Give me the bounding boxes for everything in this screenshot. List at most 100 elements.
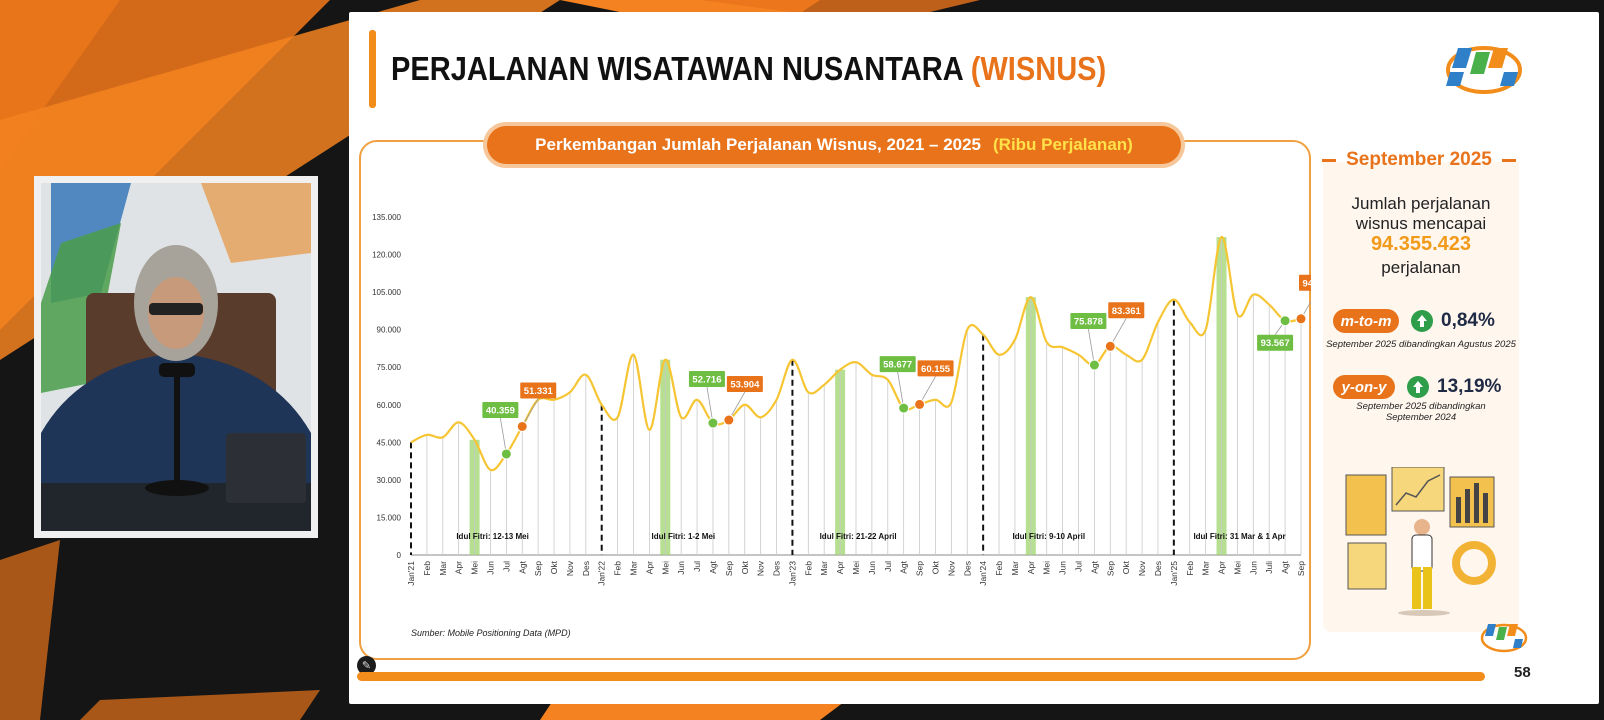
- line-chart: 0 15.000 30.000 45.000 60.000 75.000 90.000 105…: [372, 213, 1311, 638]
- y-tick-label: 135.000: [372, 213, 401, 222]
- x-tick-label: Agt: [899, 560, 909, 573]
- data-label-leader: [499, 417, 507, 455]
- panel-big-value: 94.355.423: [1370, 233, 1472, 255]
- x-tick-label: Mar: [819, 561, 829, 576]
- yoy-pill: y-on-y: [1333, 375, 1395, 399]
- data-label: 52.716: [692, 375, 721, 386]
- y-tick-label: 30.000: [377, 476, 402, 485]
- data-label-box: [879, 356, 916, 373]
- presenter-video-icon: [41, 183, 311, 531]
- x-tick-label: Nov: [1137, 560, 1147, 576]
- pen-edit-icon[interactable]: ✎: [357, 656, 376, 675]
- x-tick-label: Jan'22: [597, 561, 607, 586]
- x-tick-label: Jan'21: [406, 561, 416, 586]
- x-tick-label: Jan'25: [1169, 561, 1179, 586]
- y-tick-label: 0: [397, 551, 402, 560]
- x-tick-label: Feb: [1185, 561, 1195, 576]
- data-label-leader: [1087, 328, 1095, 366]
- x-tick-label: Mei: [1232, 561, 1242, 575]
- y-tick-label: 60.000: [377, 401, 402, 410]
- y-tick-label: 45.000: [377, 438, 402, 447]
- x-tick-label: Apr: [644, 561, 654, 574]
- data-label: 58.677: [883, 360, 912, 371]
- chart-source: Sumber: Mobile Positioning Data (MPD): [411, 628, 571, 638]
- y-tick-label: 105.000: [372, 288, 401, 297]
- slide-title-accent: (WISNUS): [970, 50, 1107, 87]
- x-tick-label: Agt: [1280, 560, 1290, 573]
- data-point-marker: [707, 417, 719, 429]
- bps-logo-small-icon: [1480, 623, 1528, 653]
- x-tick-label: Agt: [517, 560, 527, 573]
- x-tick-label: Feb: [422, 561, 432, 576]
- idul-fitri-annotation: Idul Fitri: 12-13 Mei: [456, 532, 528, 541]
- x-tick-label: Nov: [565, 560, 575, 576]
- x-tick-label: Mei: [470, 561, 480, 575]
- x-tick-label: Mar: [1201, 561, 1211, 576]
- x-tick-label: Jun: [485, 561, 495, 575]
- x-tick-label: Agt: [1089, 560, 1099, 573]
- x-tick-label: Sep: [1296, 561, 1306, 576]
- x-tick-label: Jun: [867, 561, 877, 575]
- data-label-box: [726, 376, 763, 393]
- x-tick-label: Mar: [1010, 561, 1020, 576]
- x-tick-label: Des: [1153, 561, 1163, 576]
- data-label: 53.904: [730, 380, 760, 391]
- data-label-leader: [706, 386, 714, 424]
- data-point-marker: [1279, 315, 1291, 327]
- x-tick-label: Jan'24: [978, 561, 988, 586]
- x-tick-label: Feb: [994, 561, 1004, 576]
- data-label-box: [1070, 313, 1107, 330]
- idul-fitri-annotation: Idul Fitri: 9-10 April: [1013, 532, 1086, 541]
- x-tick-label: Jun: [1058, 561, 1068, 575]
- panel-heading-text: September 2025: [1346, 149, 1492, 170]
- data-analyst-illustration-icon: [1345, 467, 1496, 616]
- x-tick-label: Okt: [740, 560, 750, 574]
- data-label: 75.878: [1074, 317, 1103, 328]
- arrow-up-circle-icon: [1407, 376, 1429, 398]
- x-tick-label: Des: [772, 561, 782, 576]
- data-label: 51.331: [524, 386, 554, 397]
- data-label: 60.155: [921, 364, 951, 375]
- x-tick-label: Apr: [835, 561, 845, 574]
- series-line: [410, 235, 1302, 472]
- x-tick-label: Jul: [883, 561, 893, 572]
- mtom-value: 0,84%: [1441, 310, 1495, 331]
- y-tick-label: 90.000: [377, 326, 402, 335]
- x-tick-label: Jan'23: [787, 561, 797, 586]
- x-tick-label: Feb: [803, 561, 813, 576]
- data-label: 94.355: [1302, 278, 1311, 289]
- yoy-value: 13,19%: [1437, 376, 1502, 397]
- x-tick-label: Apr: [1217, 561, 1227, 574]
- slide-title: PERJALANAN WISATAWAN NUSANTARA (WISNUS): [391, 50, 1106, 88]
- slide-title-main: PERJALANAN WISATAWAN NUSANTARA: [391, 50, 971, 87]
- chart-title-unit: (Ribu Perjalanan): [993, 135, 1133, 154]
- x-tick-label: Okt: [1121, 560, 1131, 574]
- x-tick-label: Okt: [930, 560, 940, 574]
- data-point-marker: [1088, 359, 1100, 371]
- x-tick-label: Juli: [1264, 561, 1274, 574]
- x-tick-label: Mei: [851, 561, 861, 575]
- idul-fitri-annotation: Idul Fitri: 21-22 April: [820, 532, 897, 541]
- x-tick-label: Apr: [1026, 561, 1036, 574]
- heading-dash-right: [1501, 158, 1516, 162]
- data-label: 83.361: [1112, 306, 1142, 317]
- idul-fitri-annotation: Idul Fitri: 1-2 Mei: [652, 532, 716, 541]
- chart-title-text: Perkembangan Jumlah Perjalanan Wisnus, 2…: [535, 135, 982, 154]
- page-number: 58: [1514, 664, 1531, 681]
- data-point-marker: [723, 414, 735, 426]
- webcam-feed: [34, 176, 318, 538]
- data-label-box: [688, 371, 725, 388]
- yoy-note-1: September 2025 dibandingkan: [1356, 401, 1486, 412]
- data-label-box: [1299, 274, 1311, 291]
- data-label: 40.359: [486, 405, 515, 416]
- heading-dash-left: [1322, 158, 1337, 162]
- data-label-box: [482, 401, 519, 418]
- arrow-up-circle-icon: [1411, 310, 1433, 332]
- x-tick-label: Nov: [756, 560, 766, 576]
- data-point-marker: [516, 420, 528, 432]
- data-label-box: [1257, 334, 1294, 351]
- panel-text-2: wisnus mencapai: [1355, 214, 1487, 233]
- footer-bar: [357, 672, 1485, 681]
- data-label-leader: [897, 372, 905, 409]
- data-label-box: [1108, 302, 1145, 319]
